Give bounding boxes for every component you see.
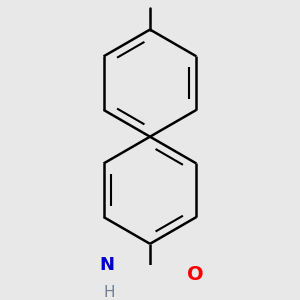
Text: O: O: [188, 266, 204, 284]
Text: N: N: [100, 256, 115, 274]
Text: H: H: [103, 284, 115, 299]
